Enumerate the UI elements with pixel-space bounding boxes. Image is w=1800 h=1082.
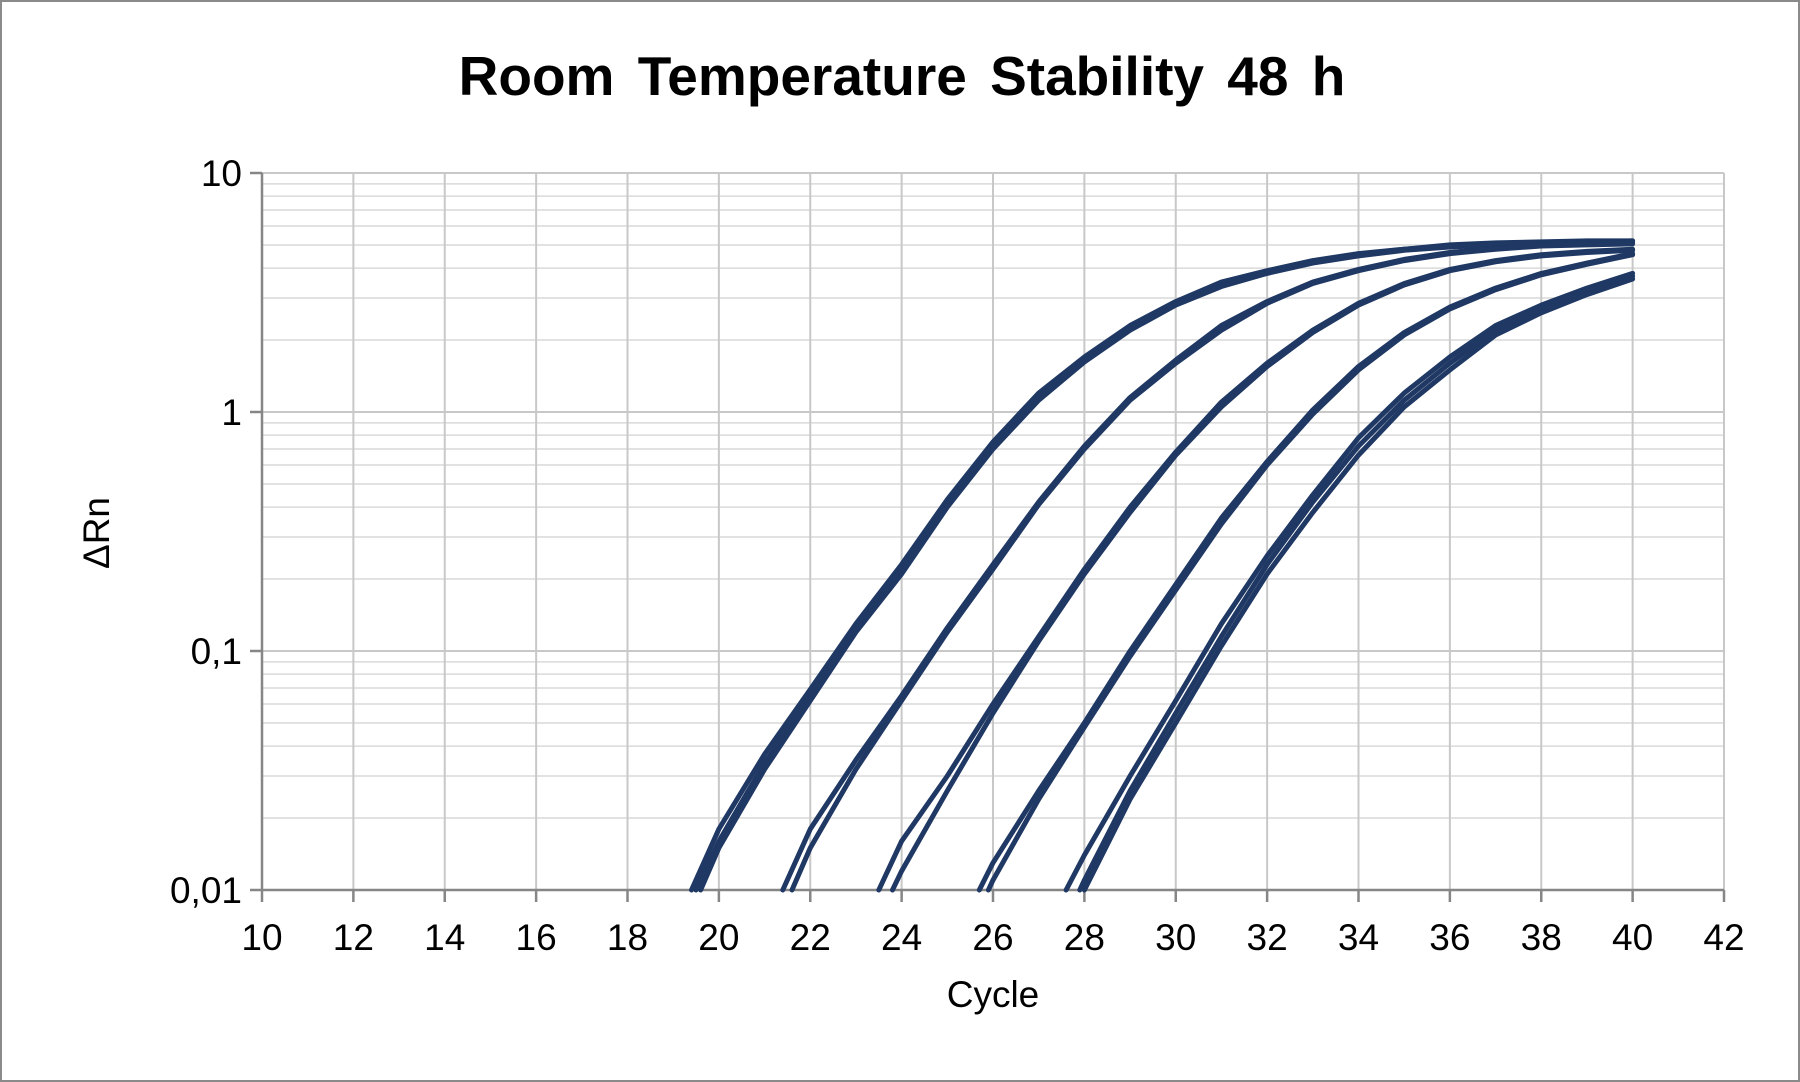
y-tick-label: 0,1 [191,631,242,672]
y-tick-label: 0,01 [170,870,242,911]
grid-layer [261,172,1725,891]
y-axis-label: ΔRn [76,497,117,569]
x-tick-label: 36 [1429,917,1470,958]
x-tick-label: 12 [333,917,374,958]
series-line-8 [976,251,1636,893]
series-line-7 [890,247,1636,893]
x-tick-label: 26 [972,917,1013,958]
x-tick-label: 14 [424,917,465,958]
y-tick-label: 1 [221,392,242,433]
x-tick-label: 18 [607,917,648,958]
x-tick-label: 30 [1155,917,1196,958]
series-line-3 [698,239,1636,893]
x-axis-label: Cycle [947,974,1040,1015]
series-line-11 [1077,273,1636,893]
x-tick-label: 38 [1521,917,1562,958]
x-tick-label: 16 [516,917,557,958]
y-tick-label: 10 [201,153,242,194]
chart-title: Room Temperature Stability 48 h [459,45,1346,107]
series-line-5 [789,241,1636,893]
x-tick-label: 40 [1612,917,1653,958]
x-tick-label: 32 [1247,917,1288,958]
x-tick-label: 28 [1064,917,1105,958]
series-line-10 [1063,270,1636,893]
series-line-12 [1081,276,1636,893]
x-tick-label: 42 [1703,917,1744,958]
x-tick-label: 22 [790,917,831,958]
x-tick-label: 20 [698,917,739,958]
x-tick-label: 10 [241,917,282,958]
tick-labels-layer: 10 12 14 16 18 20 22 24 26 28 30 32 34 36 38 40 42 0,01 0,… [170,153,1745,958]
series-line-9 [985,252,1636,893]
x-tick-label: 24 [881,917,922,958]
series-layer [689,238,1636,893]
x-tick-label: 34 [1338,917,1379,958]
